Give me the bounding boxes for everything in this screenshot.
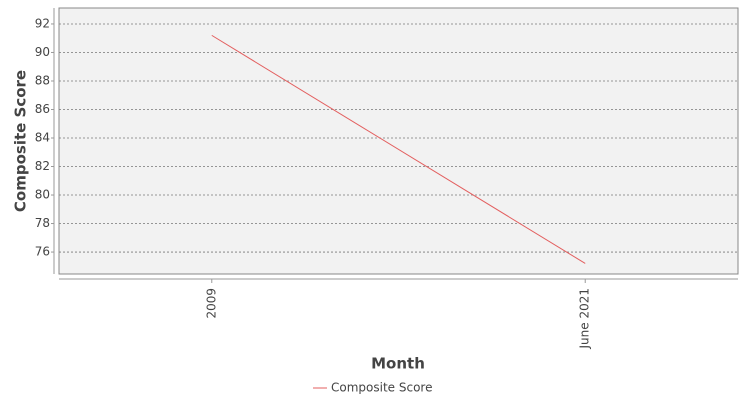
- y-axis-title: Composite Score: [12, 70, 30, 212]
- x-tick-label: 2009: [204, 288, 218, 319]
- line-series: [211, 34, 586, 264]
- plot-area: [58, 7, 739, 275]
- y-tick-label: 86: [35, 102, 50, 116]
- x-tick-label: June 2021: [578, 288, 592, 350]
- y-tick-label: 80: [35, 188, 50, 202]
- y-tick-label: 84: [35, 131, 50, 145]
- y-tick-label: 76: [35, 245, 50, 259]
- y-tick-label: 82: [35, 159, 50, 173]
- y-tick-label: 92: [35, 16, 50, 30]
- legend-label: Composite Score: [331, 381, 432, 395]
- y-tick-label: 78: [35, 216, 50, 230]
- x-axis-title: Month: [371, 355, 425, 373]
- y-tick-label: 88: [35, 73, 50, 87]
- y-tick-label: 90: [35, 45, 50, 59]
